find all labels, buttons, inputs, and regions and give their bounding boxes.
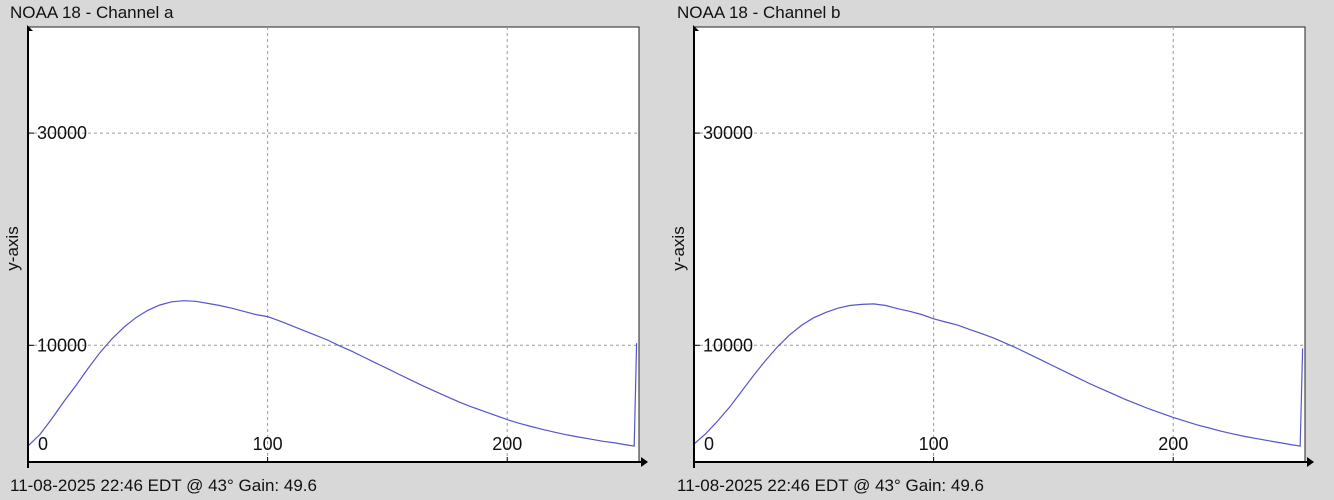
- y-axis-label: y-axis: [3, 226, 22, 270]
- y-axis-label: y-axis: [669, 226, 688, 270]
- x-tick-label: 100: [919, 434, 949, 454]
- x-tick-label: 100: [253, 434, 283, 454]
- chart-a-plot: 10000 30000 0 100 200 y-axis: [3, 25, 648, 468]
- y-tick-label: 10000: [703, 335, 753, 355]
- plot-area: [27, 26, 640, 463]
- x-tick-label: 200: [492, 434, 522, 454]
- chart-title: NOAA 18 - Channel b: [677, 3, 841, 22]
- chart-panel-a: NOAA 18 - Channel a 10000 30000 0 100 200 y-a…: [3, 3, 648, 495]
- x-axis-arrow-icon: [1307, 457, 1314, 467]
- chart-b-plot: 10000 30000 0 100 200 y-axis: [669, 25, 1314, 468]
- y-tick-label: 30000: [703, 123, 753, 143]
- y-axis-arrow-icon: [27, 25, 33, 31]
- y-axis-arrow-icon: [693, 25, 699, 31]
- chart-panel-b: NOAA 18 - Channel b 10000 30000 0 100 200 y-a…: [667, 0, 1334, 500]
- y-tick-label: 10000: [37, 335, 87, 355]
- plot-area: [693, 26, 1306, 463]
- series-line: [693, 303, 1304, 447]
- chart-footer: 11-08-2025 22:46 EDT @ 43° Gain: 49.6: [677, 476, 984, 495]
- x-tick-label: 200: [1158, 434, 1188, 454]
- x-tick-label: 0: [704, 434, 714, 454]
- chart-title: NOAA 18 - Channel a: [10, 3, 174, 22]
- y-tick-label: 30000: [37, 123, 87, 143]
- x-tick-label: 0: [38, 434, 48, 454]
- series-line: [27, 300, 638, 447]
- x-axis-arrow-icon: [641, 457, 648, 467]
- chart-footer: 11-08-2025 22:46 EDT @ 43° Gain: 49.6: [10, 476, 317, 495]
